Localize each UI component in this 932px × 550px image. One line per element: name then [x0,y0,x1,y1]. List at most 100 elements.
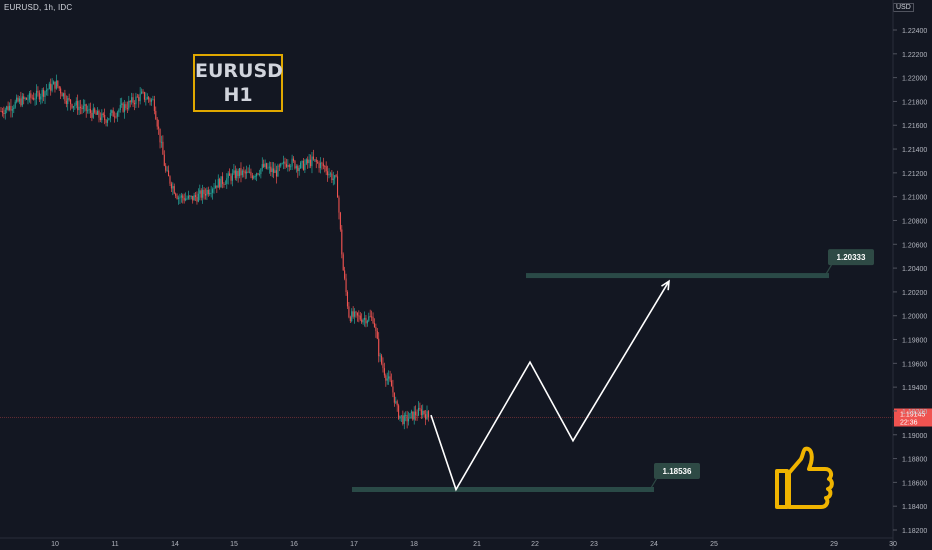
candle-body [322,163,324,167]
candle-body [23,96,25,99]
candle-body [321,162,323,164]
candle-body [145,99,147,101]
projection-arrowhead [661,279,670,291]
candle-body [376,331,378,339]
candle-body [348,306,350,318]
candle-body [94,108,96,113]
candle-body [67,98,69,104]
candle-body [248,171,251,173]
candle-body [58,86,60,89]
candle-body [233,170,235,174]
candle-body [136,96,138,98]
price-tick-label: 1.21400 [902,147,927,154]
candle-body [64,93,66,101]
candle-body [365,317,367,324]
candle-body [324,166,326,168]
price-axis: 1.22400 1.22200 1.22000 1.21800 1.21600 1.214… [892,0,927,550]
candle-body [358,315,360,317]
candle-body [34,98,36,100]
candle-body [332,178,334,181]
symbol-title-box[interactable]: EURUSD H1 [193,54,283,112]
candle-body [261,164,263,169]
candle-body [234,170,236,179]
candle-body [413,411,415,420]
candle-body [243,170,245,172]
candle-body [212,189,214,193]
thumb-hand [787,446,834,509]
candle-body [116,112,118,117]
candle-body [354,311,356,317]
candle-body [183,197,185,201]
candle-body [251,175,253,179]
price-tick-label: 1.21200 [902,171,927,178]
candle-body [193,195,195,201]
candle-body [301,160,303,163]
candle-body [109,112,111,119]
candle-body [390,380,393,387]
candle-body [31,97,33,99]
candle-body [329,173,331,175]
candle-countdown: 22:36 [900,420,918,427]
candle-body [240,168,242,176]
candle-body [40,96,42,100]
candle-body [204,193,207,196]
candle-body [6,106,8,110]
candle-body [70,99,72,105]
time-tick-label: 23 [590,541,598,548]
candle-body [166,170,168,172]
time-axis: 10 11 14 15 16 17 18 21 22 23 24 25 29 30 [0,537,897,548]
candle-body [68,98,70,100]
candle-body [375,327,377,332]
candle-body [159,128,161,143]
candle-body [101,113,103,121]
candle-body [339,212,341,230]
candle-body [125,104,127,109]
candle-body [35,90,38,99]
candle-body [13,107,15,110]
candle-body [197,193,199,202]
candle-body [14,101,16,108]
candle-body [95,112,97,115]
candle-body [65,100,67,104]
candle-body [371,316,373,318]
candle-body [250,171,252,176]
candle-body [264,163,266,167]
candle-body [111,110,113,113]
candle-body [91,112,93,118]
candle-body [254,176,256,177]
candle-body [294,160,296,169]
candle-body [405,415,407,416]
time-tick-label: 18 [410,541,418,548]
candle-body [119,104,121,110]
candle-body [133,102,136,105]
candle-body [88,108,90,111]
support-label-box [654,463,700,479]
candle-body [230,175,232,181]
candle-body [128,100,130,109]
candle-body [18,98,21,102]
price-tick-label: 1.18400 [902,504,927,511]
time-tick-label: 11 [111,541,118,548]
candle-body [131,97,133,103]
candle-body [292,158,295,161]
candle-body [253,176,255,179]
candle-body [366,320,368,324]
candle-body [260,168,262,175]
candle-body [361,319,363,323]
candle-body [346,291,349,307]
candle-body [341,229,343,255]
candle-body [118,109,120,113]
candle-body [352,311,354,317]
price-tick-label: 1.19600 [902,361,927,368]
candle-body [280,163,282,167]
candle-body [355,311,357,313]
candle-body [297,166,299,172]
candle-body [51,84,53,91]
candle-body [308,159,310,164]
candle-body [182,195,184,198]
candle-body [185,198,187,201]
candle-body [378,338,380,357]
candle-body [369,316,371,318]
